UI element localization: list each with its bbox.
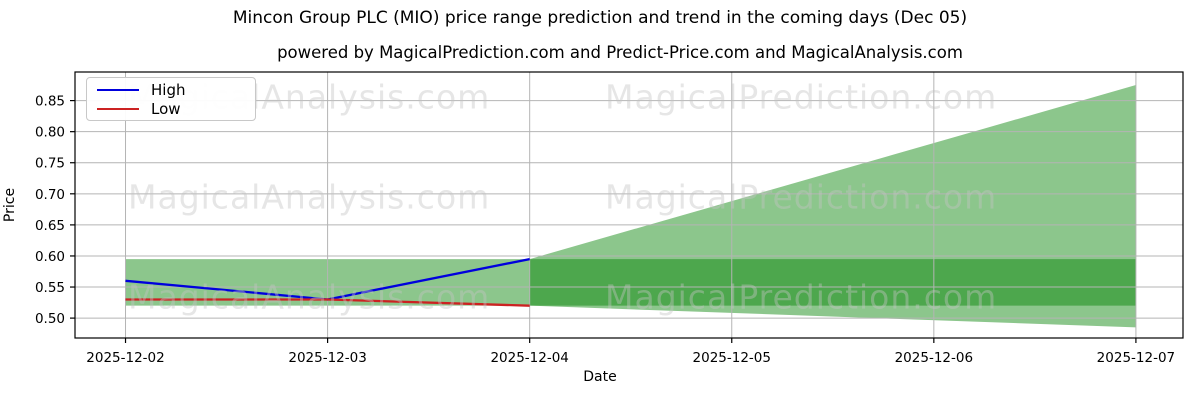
chart-subtitle: powered by MagicalPrediction.com and Pre… bbox=[277, 43, 963, 62]
y-tick-label: 0.50 bbox=[35, 311, 65, 327]
plot-frame bbox=[74, 71, 1184, 339]
legend: High Low bbox=[86, 77, 256, 121]
forecast-range-wedge bbox=[529, 85, 1136, 328]
y-axis-label: Price bbox=[2, 187, 18, 223]
legend-row-low: Low bbox=[87, 99, 255, 118]
chart-title: Mincon Group PLC (MIO) price range predi… bbox=[232, 8, 968, 28]
y-tick-label: 0.65 bbox=[35, 218, 65, 234]
x-axis-label: Date bbox=[583, 369, 617, 385]
x-tick-label: 2025-12-04 bbox=[490, 350, 568, 366]
low-line-swatch bbox=[97, 107, 139, 110]
y-tick-label: 0.80 bbox=[35, 125, 65, 141]
y-tick-label: 0.60 bbox=[35, 249, 65, 265]
legend-row-high: High bbox=[87, 80, 255, 99]
y-tick-label: 0.85 bbox=[35, 94, 65, 110]
x-tick-label: 2025-12-02 bbox=[86, 350, 164, 366]
x-tick-label: 2025-12-03 bbox=[288, 350, 366, 366]
legend-label-low: Low bbox=[151, 99, 181, 118]
forecast-continuation-band bbox=[529, 259, 1136, 306]
y-tick-label: 0.55 bbox=[35, 280, 65, 296]
x-tick-label: 2025-12-06 bbox=[895, 350, 973, 366]
low-line bbox=[125, 298, 530, 307]
y-tick-label: 0.70 bbox=[35, 187, 65, 203]
x-tick-label: 2025-12-05 bbox=[693, 350, 771, 366]
legend-label-high: High bbox=[151, 80, 186, 99]
y-tick-label: 0.75 bbox=[35, 156, 65, 172]
x-tick-label: 2025-12-07 bbox=[1097, 350, 1175, 366]
high-line-swatch bbox=[97, 88, 139, 91]
